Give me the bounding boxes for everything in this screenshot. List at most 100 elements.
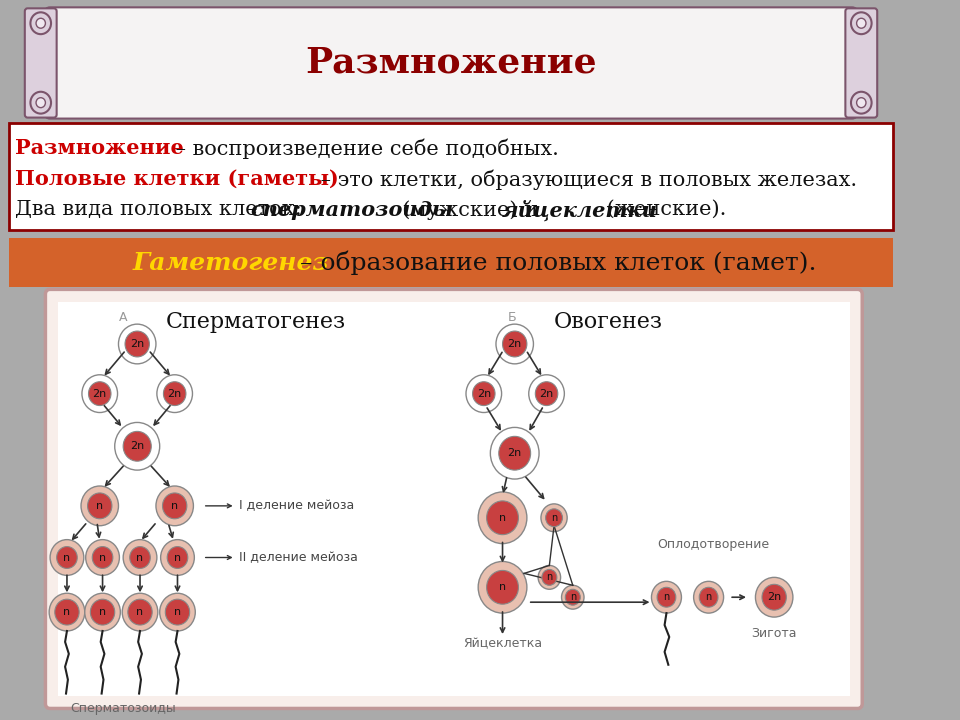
Text: 2n: 2n	[131, 441, 144, 451]
Text: 2n: 2n	[508, 339, 522, 349]
Circle shape	[541, 570, 557, 585]
Circle shape	[496, 324, 534, 364]
Circle shape	[128, 599, 153, 625]
Text: n: n	[174, 552, 181, 562]
Text: – воспроизведение себе подобных.: – воспроизведение себе подобных.	[169, 138, 559, 159]
Text: Сперматогенез: Сперматогенез	[165, 311, 346, 333]
Circle shape	[81, 486, 118, 526]
Circle shape	[856, 98, 866, 108]
Circle shape	[82, 375, 117, 413]
Text: Гаметогенез: Гаметогенез	[132, 251, 329, 274]
Circle shape	[487, 570, 518, 604]
Text: яйцеклетки: яйцеклетки	[501, 200, 658, 221]
Circle shape	[36, 98, 45, 108]
Circle shape	[49, 593, 84, 631]
Text: Размножение: Размножение	[14, 138, 183, 158]
Text: Половые клетки (гаметы): Половые клетки (гаметы)	[14, 169, 338, 189]
Text: II деление мейоза: II деление мейоза	[239, 551, 358, 564]
Circle shape	[163, 382, 186, 405]
FancyBboxPatch shape	[846, 9, 877, 117]
Text: сперматозоиды: сперматозоиды	[251, 200, 454, 220]
Text: (мужские) и: (мужские) и	[389, 200, 545, 220]
Circle shape	[762, 585, 786, 610]
FancyBboxPatch shape	[45, 289, 862, 708]
Text: (женские).: (женские).	[600, 200, 727, 219]
Text: n: n	[136, 552, 144, 562]
Circle shape	[536, 382, 558, 405]
Text: 2n: 2n	[767, 593, 781, 602]
Circle shape	[657, 588, 676, 607]
Text: 2n: 2n	[477, 389, 491, 399]
Text: n: n	[99, 552, 107, 562]
Text: n: n	[546, 572, 553, 582]
Text: n: n	[174, 607, 181, 617]
Text: n: n	[96, 501, 104, 511]
Circle shape	[36, 18, 45, 28]
Circle shape	[529, 375, 564, 413]
Text: 2n: 2n	[92, 389, 107, 399]
Circle shape	[90, 599, 115, 625]
Circle shape	[540, 504, 567, 531]
Circle shape	[851, 12, 872, 34]
Circle shape	[123, 539, 156, 575]
Circle shape	[50, 539, 84, 575]
Circle shape	[159, 593, 195, 631]
Text: n: n	[171, 501, 179, 511]
Text: – это клетки, образующиеся в половых железах.: – это клетки, образующиеся в половых жел…	[314, 169, 857, 189]
Circle shape	[466, 375, 501, 413]
Circle shape	[118, 324, 156, 364]
Text: Зигота: Зигота	[752, 627, 797, 640]
Circle shape	[156, 375, 192, 413]
Text: 2n: 2n	[540, 389, 554, 399]
Text: – образование половых клеток (гамет).: – образование половых клеток (гамет).	[292, 251, 816, 275]
FancyBboxPatch shape	[25, 9, 57, 117]
Text: n: n	[663, 593, 669, 602]
Text: n: n	[99, 607, 107, 617]
Circle shape	[478, 492, 527, 544]
Text: Оплодотворение: Оплодотворение	[658, 538, 769, 551]
Text: n: n	[499, 582, 506, 593]
Circle shape	[88, 382, 111, 405]
Circle shape	[84, 593, 120, 631]
Circle shape	[167, 546, 188, 568]
Circle shape	[165, 599, 190, 625]
Circle shape	[115, 423, 159, 470]
Circle shape	[478, 562, 527, 613]
FancyBboxPatch shape	[9, 122, 893, 230]
Circle shape	[487, 501, 518, 535]
Text: 2n: 2n	[168, 389, 181, 399]
Text: n: n	[63, 607, 70, 617]
Circle shape	[31, 91, 51, 114]
Circle shape	[699, 588, 718, 607]
Circle shape	[856, 18, 866, 28]
Text: n: n	[63, 552, 70, 562]
Circle shape	[92, 546, 113, 568]
Text: n: n	[551, 513, 557, 523]
Text: Два вида половых клеток:: Два вида половых клеток:	[14, 200, 308, 219]
Text: Сперматозоиды: Сперматозоиды	[70, 703, 176, 716]
Circle shape	[491, 428, 540, 479]
Circle shape	[87, 493, 112, 519]
Text: Б: Б	[508, 311, 516, 324]
Circle shape	[123, 431, 152, 462]
Text: Размножение: Размножение	[305, 46, 597, 80]
Circle shape	[31, 12, 51, 34]
Circle shape	[502, 331, 527, 357]
Circle shape	[499, 436, 531, 470]
Text: n: n	[706, 593, 711, 602]
Circle shape	[130, 546, 151, 568]
FancyBboxPatch shape	[9, 238, 893, 287]
Circle shape	[160, 539, 194, 575]
Circle shape	[122, 593, 157, 631]
Circle shape	[55, 599, 79, 625]
Circle shape	[156, 486, 193, 526]
FancyBboxPatch shape	[58, 302, 850, 696]
Text: n: n	[499, 513, 506, 523]
Text: Овогенез: Овогенез	[554, 311, 663, 333]
FancyBboxPatch shape	[44, 7, 857, 119]
Circle shape	[851, 91, 872, 114]
Text: 2n: 2n	[508, 449, 522, 458]
Circle shape	[57, 546, 77, 568]
Text: А: А	[119, 311, 128, 324]
Text: I деление мейоза: I деление мейоза	[239, 500, 354, 513]
